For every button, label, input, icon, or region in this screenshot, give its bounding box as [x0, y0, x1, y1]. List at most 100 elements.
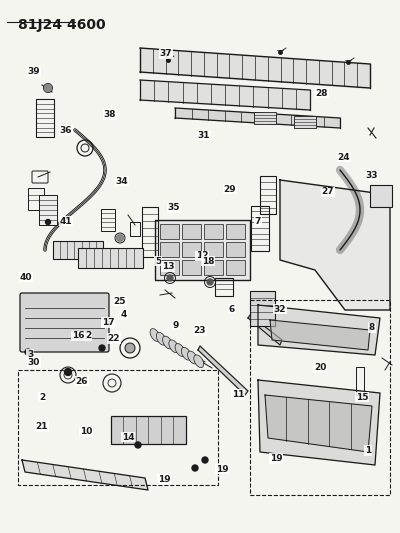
Bar [250, 290, 274, 326]
Text: 19: 19 [216, 465, 228, 473]
Bar [160, 224, 179, 239]
Text: 21: 21 [36, 422, 48, 431]
Text: 2: 2 [85, 332, 91, 340]
Text: 15: 15 [356, 393, 368, 401]
Text: 36: 36 [60, 126, 72, 135]
Ellipse shape [162, 336, 172, 349]
Text: 16: 16 [72, 332, 84, 340]
Text: 5: 5 [155, 257, 161, 265]
Bar [250, 300, 390, 495]
Ellipse shape [150, 329, 160, 341]
Text: 9: 9 [173, 321, 179, 329]
Bar [204, 224, 223, 239]
Bar [182, 224, 201, 239]
Polygon shape [248, 315, 282, 345]
Circle shape [207, 279, 213, 285]
Text: 18: 18 [202, 257, 214, 265]
Circle shape [64, 368, 72, 376]
Circle shape [135, 442, 141, 448]
Bar [215, 278, 233, 296]
Bar [182, 242, 201, 257]
Bar [39, 195, 57, 225]
Bar [78, 248, 142, 268]
Circle shape [125, 343, 135, 353]
Polygon shape [258, 380, 380, 465]
Circle shape [192, 465, 198, 471]
Polygon shape [258, 305, 380, 355]
Text: 26: 26 [76, 377, 88, 385]
Text: 40: 40 [20, 273, 32, 281]
Text: 22: 22 [108, 334, 120, 343]
Bar [155, 220, 250, 280]
Bar [356, 367, 364, 395]
Text: 29: 29 [224, 185, 236, 193]
Text: 11: 11 [232, 390, 244, 399]
Bar [160, 242, 179, 257]
Text: 32: 32 [274, 305, 286, 313]
Circle shape [25, 349, 31, 355]
Circle shape [46, 220, 50, 224]
Text: 3: 3 [27, 350, 33, 359]
Text: 7: 7 [255, 217, 261, 225]
Polygon shape [265, 395, 372, 452]
Circle shape [202, 457, 208, 463]
Ellipse shape [156, 333, 166, 345]
Text: 81J24 4600: 81J24 4600 [18, 18, 106, 32]
Ellipse shape [194, 355, 204, 368]
Bar [36, 99, 54, 137]
Bar [204, 242, 223, 257]
Circle shape [44, 85, 52, 92]
Text: 24: 24 [338, 153, 350, 161]
Text: 20: 20 [314, 364, 326, 372]
Text: 19: 19 [158, 475, 170, 484]
Text: 23: 23 [194, 326, 206, 335]
Circle shape [116, 235, 124, 241]
Bar [294, 116, 316, 128]
Text: 41: 41 [60, 217, 72, 225]
Text: 28: 28 [316, 89, 328, 98]
Polygon shape [280, 180, 390, 310]
FancyBboxPatch shape [20, 293, 109, 352]
Bar [254, 112, 276, 124]
Text: 1: 1 [365, 446, 371, 455]
Bar [251, 206, 269, 251]
Text: 38: 38 [104, 110, 116, 119]
Text: 14: 14 [122, 433, 134, 441]
Polygon shape [22, 460, 148, 490]
Circle shape [99, 345, 105, 351]
Text: 30: 30 [28, 358, 40, 367]
Text: 10: 10 [80, 427, 92, 436]
Bar [28, 188, 44, 210]
Text: 13: 13 [162, 262, 174, 271]
Bar [204, 260, 223, 275]
Text: 2: 2 [39, 393, 45, 401]
Ellipse shape [188, 351, 198, 364]
Text: 33: 33 [366, 172, 378, 180]
Bar [182, 260, 201, 275]
Bar [160, 260, 179, 275]
Bar [130, 222, 140, 236]
Text: 4: 4 [121, 310, 127, 319]
Ellipse shape [169, 340, 179, 353]
Polygon shape [270, 320, 370, 350]
Text: 35: 35 [168, 204, 180, 212]
Bar [226, 224, 245, 239]
Text: 39: 39 [28, 68, 40, 76]
Text: 31: 31 [198, 132, 210, 140]
Bar [53, 241, 103, 259]
Text: 34: 34 [116, 177, 128, 185]
Text: 27: 27 [322, 188, 334, 196]
Polygon shape [175, 108, 340, 128]
Circle shape [167, 275, 173, 281]
Polygon shape [198, 346, 248, 395]
Bar [226, 242, 245, 257]
Text: 25: 25 [114, 297, 126, 305]
Ellipse shape [181, 348, 191, 360]
Text: 6: 6 [229, 305, 235, 313]
Text: 37: 37 [160, 49, 172, 58]
Bar [18, 370, 218, 485]
Bar [226, 260, 245, 275]
Bar [142, 207, 158, 257]
Bar [260, 176, 276, 214]
Text: 8: 8 [369, 324, 375, 332]
